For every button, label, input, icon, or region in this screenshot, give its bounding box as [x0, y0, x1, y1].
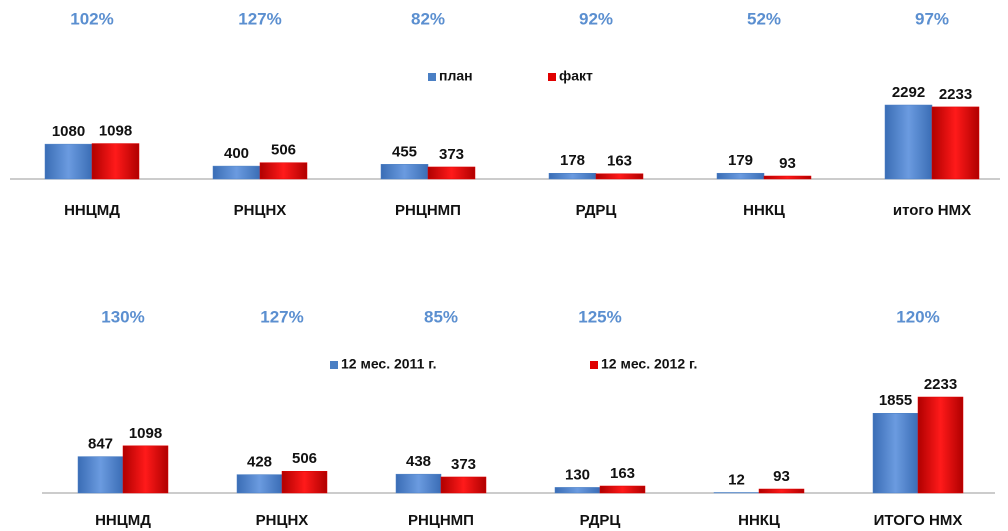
category-label: РДРЦ	[580, 512, 621, 529]
category-label: итого НМХ	[893, 202, 971, 219]
legend-label: план	[439, 68, 473, 84]
bar	[380, 164, 429, 180]
bar	[236, 474, 283, 494]
legend-swatch	[590, 361, 598, 369]
value-label: 1098	[129, 425, 162, 442]
value-label: 178	[560, 152, 585, 169]
category-label: РНЦНМП	[408, 512, 474, 529]
bar	[931, 106, 980, 180]
value-label: 428	[247, 454, 272, 471]
value-label: 506	[271, 142, 296, 159]
bar	[212, 165, 261, 180]
legend-label: 12 мес. 2011 г.	[341, 356, 437, 372]
percent-label: 130%	[101, 307, 144, 326]
legend-label: 12 мес. 2012 г.	[601, 356, 697, 372]
value-label: 455	[392, 143, 417, 160]
bar	[395, 473, 442, 494]
value-label: 130	[565, 466, 590, 483]
bar	[716, 172, 765, 180]
percent-label: 125%	[578, 307, 621, 326]
bar	[440, 476, 487, 494]
bar	[548, 173, 597, 180]
category-label: ННЦМД	[64, 202, 120, 219]
bar	[122, 445, 169, 494]
bar	[872, 413, 919, 494]
value-label: 847	[88, 436, 113, 453]
bar	[281, 470, 328, 494]
value-label: 373	[439, 146, 464, 163]
percent-label: 102%	[70, 9, 113, 28]
legend-swatch	[330, 361, 338, 369]
bar	[259, 162, 308, 180]
bar	[91, 143, 140, 180]
percent-label: 127%	[238, 9, 281, 28]
value-label: 2233	[939, 86, 972, 103]
value-label: 1855	[879, 392, 912, 409]
percent-label: 92%	[579, 9, 613, 28]
value-label: 438	[406, 453, 431, 470]
percent-label: 97%	[915, 9, 949, 28]
category-label: РНЦНХ	[234, 202, 287, 219]
value-label: 506	[292, 450, 317, 467]
category-label: РДРЦ	[576, 202, 617, 219]
bar	[599, 485, 646, 494]
bar	[884, 104, 933, 180]
bar	[758, 488, 805, 494]
bar	[763, 175, 812, 180]
value-label: 2292	[892, 84, 925, 101]
bar	[917, 396, 964, 494]
category-label: ИТОГО НМХ	[874, 512, 963, 529]
percent-label: 85%	[424, 307, 458, 326]
category-label: ННКЦ	[738, 512, 780, 529]
value-label: 163	[607, 153, 632, 170]
category-label: ННКЦ	[743, 202, 785, 219]
category-label: РНЦНМП	[395, 202, 461, 219]
bar	[77, 456, 124, 494]
value-label: 93	[779, 155, 796, 172]
legend-swatch	[428, 73, 436, 81]
value-label: 400	[224, 145, 249, 162]
legend-swatch	[548, 73, 556, 81]
bar	[595, 173, 644, 180]
bar	[427, 166, 476, 180]
value-label: 179	[728, 152, 753, 169]
value-label: 1098	[99, 123, 132, 140]
value-label: 163	[610, 465, 635, 482]
value-label: 373	[451, 456, 476, 473]
category-label: ННЦМД	[95, 512, 151, 529]
category-label: РНЦНХ	[256, 512, 309, 529]
value-label: 2233	[924, 376, 957, 393]
percent-label: 82%	[411, 9, 445, 28]
percent-label: 52%	[747, 9, 781, 28]
bar	[44, 143, 93, 180]
legend-label: факт	[559, 68, 593, 84]
value-label: 1080	[52, 123, 85, 140]
value-label: 12	[728, 471, 745, 488]
bar	[554, 487, 601, 494]
bar	[713, 492, 760, 494]
value-label: 93	[773, 468, 790, 485]
percent-label: 127%	[260, 307, 303, 326]
percent-label: 120%	[896, 307, 939, 326]
